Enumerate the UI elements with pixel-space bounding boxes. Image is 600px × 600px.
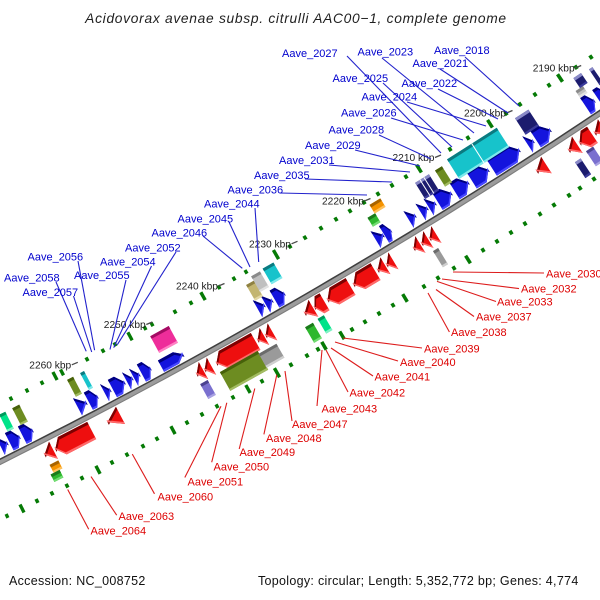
svg-text:Aave_2050: Aave_2050 (214, 462, 270, 474)
svg-text:Aave_2042: Aave_2042 (350, 388, 406, 400)
svg-text:Aave_2025: Aave_2025 (333, 73, 389, 85)
svg-text:Aave_2040: Aave_2040 (400, 357, 456, 369)
svg-text:Aave_2038: Aave_2038 (451, 327, 507, 339)
svg-text:Aave_2023: Aave_2023 (358, 47, 414, 59)
svg-text:Aave_2064: Aave_2064 (91, 526, 147, 538)
svg-text:Aave_2035: Aave_2035 (254, 170, 310, 182)
svg-text:2250 kbp: 2250 kbp (104, 320, 146, 331)
svg-text:Aave_2037: Aave_2037 (476, 312, 532, 324)
svg-text:Aave_2030: Aave_2030 (546, 269, 600, 281)
svg-text:2240 kbp: 2240 kbp (176, 282, 218, 293)
svg-text:Acidovorax avenae subsp. citru: Acidovorax avenae subsp. citrulli AAC00−… (84, 11, 507, 26)
svg-text:Aave_2039: Aave_2039 (424, 344, 480, 356)
svg-text:Aave_2024: Aave_2024 (362, 92, 418, 104)
svg-text:2230 kbp: 2230 kbp (249, 239, 291, 250)
svg-text:Aave_2063: Aave_2063 (119, 511, 175, 523)
svg-text:2260 kbp: 2260 kbp (29, 360, 71, 371)
svg-text:Aave_2046: Aave_2046 (152, 228, 208, 240)
svg-text:Aave_2028: Aave_2028 (329, 125, 385, 137)
svg-text:Aave_2056: Aave_2056 (28, 252, 84, 264)
svg-text:Aave_2049: Aave_2049 (240, 447, 296, 459)
svg-text:Aave_2058: Aave_2058 (4, 273, 60, 285)
svg-text:2200 kbp: 2200 kbp (464, 109, 506, 120)
svg-text:Aave_2045: Aave_2045 (178, 214, 234, 226)
svg-text:Aave_2033: Aave_2033 (497, 297, 553, 309)
svg-text:Aave_2021: Aave_2021 (413, 58, 469, 70)
svg-text:Aave_2060: Aave_2060 (158, 492, 214, 504)
svg-text:Aave_2032: Aave_2032 (521, 284, 577, 296)
svg-text:Aave_2031: Aave_2031 (279, 155, 335, 167)
svg-text:Aave_2029: Aave_2029 (305, 140, 361, 152)
svg-text:Aave_2047: Aave_2047 (292, 419, 348, 431)
svg-text:Topology: circular; Length: 5,: Topology: circular; Length: 5,352,772 bp… (258, 574, 579, 588)
svg-text:Aave_2043: Aave_2043 (322, 404, 378, 416)
svg-text:Aave_2044: Aave_2044 (204, 199, 260, 211)
svg-text:2190 kbp: 2190 kbp (533, 64, 575, 75)
svg-text:Aave_2036: Aave_2036 (228, 185, 284, 197)
svg-text:Accession: NC_008752: Accession: NC_008752 (9, 574, 146, 588)
svg-text:Aave_2022: Aave_2022 (402, 78, 458, 90)
svg-text:Aave_2054: Aave_2054 (100, 257, 156, 269)
svg-text:2210 kbp: 2210 kbp (393, 153, 435, 164)
svg-text:Aave_2026: Aave_2026 (341, 108, 397, 120)
svg-text:Aave_2041: Aave_2041 (375, 372, 431, 384)
svg-text:Aave_2051: Aave_2051 (188, 477, 244, 489)
svg-text:Aave_2055: Aave_2055 (74, 270, 130, 282)
svg-text:Aave_2057: Aave_2057 (23, 287, 79, 299)
svg-text:Aave_2052: Aave_2052 (125, 243, 181, 255)
svg-text:Aave_2048: Aave_2048 (266, 433, 322, 445)
svg-text:2220 kbp: 2220 kbp (322, 197, 364, 208)
svg-text:Aave_2027: Aave_2027 (282, 48, 338, 60)
svg-text:Aave_2018: Aave_2018 (434, 45, 490, 57)
